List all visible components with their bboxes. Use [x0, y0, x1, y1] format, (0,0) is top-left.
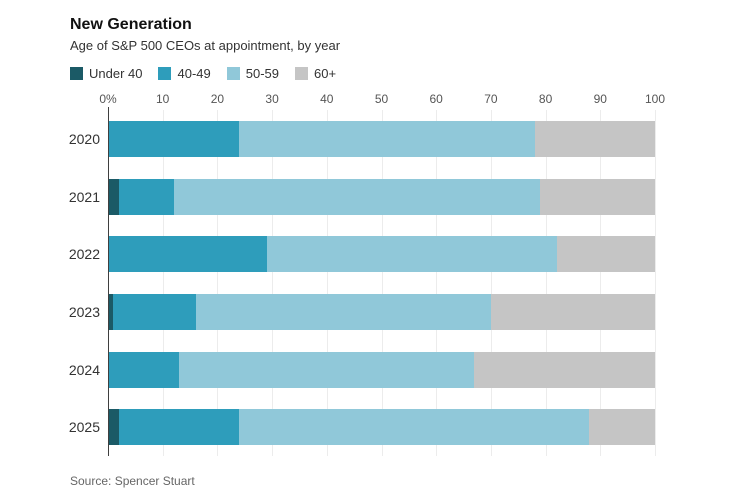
bar-segment-60-	[474, 351, 655, 388]
bar-row: 2022	[69, 225, 655, 283]
x-axis-tick-labels: 0% 10 20 30 40 50 60 70 80 90 100	[99, 92, 665, 108]
bar-segment-60-	[589, 409, 655, 446]
legend-swatch	[294, 67, 308, 80]
bar-segment-50-59	[266, 236, 557, 273]
bar-segment-40-49	[108, 120, 240, 157]
bar-segment-40-49	[113, 293, 196, 330]
bar-segment-40-49	[108, 236, 267, 273]
legend-swatch	[158, 67, 172, 80]
bar-segment-60-	[534, 120, 655, 157]
gridline	[326, 110, 328, 456]
year-label: 2021	[68, 188, 100, 205]
gridline	[655, 110, 656, 456]
year-label: 2024	[68, 361, 100, 378]
year-label: 2023	[68, 303, 100, 320]
x-axis-tick-label: 70	[484, 92, 498, 106]
x-axis-tick-label: 0%	[99, 92, 117, 106]
x-axis-tick-label: 80	[538, 92, 553, 106]
gridline	[162, 110, 164, 456]
bar-segment-40-49	[118, 178, 174, 215]
gridline	[436, 110, 438, 456]
legend-item: 40-49	[158, 66, 211, 81]
chart-title: New Generation	[70, 16, 192, 33]
x-axis-tick-label: 50	[374, 92, 389, 106]
bar-segment-50-59	[195, 293, 491, 330]
x-axis-tick-label: 90	[593, 92, 607, 106]
bar-segment-60-	[490, 293, 655, 330]
bar-row: 2021	[69, 168, 655, 226]
bar-segment-60-	[540, 178, 655, 215]
bar-row: 2023	[69, 283, 655, 341]
gridline	[545, 110, 547, 456]
stacked-bar	[108, 351, 655, 388]
legend-label: 40-49	[177, 66, 211, 81]
stacked-bar	[108, 120, 655, 157]
stacked-bar	[108, 236, 655, 273]
bar-segment-50-59	[173, 178, 541, 215]
bar-segment-60-	[556, 236, 655, 273]
plot-area: 2020 2021 2022 2023 2024 2025	[69, 107, 656, 456]
bar-segment-50-59	[239, 409, 590, 446]
x-axis-tick-label: 60	[429, 92, 443, 106]
x-axis-tick-label: 10	[156, 92, 170, 106]
bar-segment-40-49	[108, 351, 180, 388]
legend-label: Under 40	[89, 66, 143, 81]
gridline	[600, 110, 602, 456]
bar-segment-50-59	[239, 120, 535, 157]
stacked-bar	[108, 293, 655, 330]
bar-row: 2025	[69, 398, 655, 456]
gridline	[381, 110, 383, 456]
bar-rows: 2020 2021 2022 2023 2024 2025	[69, 110, 655, 456]
legend-item: 60+	[294, 66, 337, 81]
x-axis-tick-label: 30	[265, 92, 279, 106]
x-axis-tick-label: 100	[644, 92, 666, 106]
stacked-bar	[108, 178, 655, 215]
bar-segment-40-49	[118, 409, 240, 446]
year-label: 2020	[68, 130, 100, 147]
gridline	[272, 110, 274, 456]
stacked-bar	[108, 409, 655, 446]
year-label: 2025	[68, 419, 100, 436]
legend: Under 40 40-49 50-59 60+	[70, 66, 336, 81]
bar-segment-under-40	[108, 178, 119, 215]
legend-swatch	[226, 67, 240, 80]
legend-item: 50-59	[226, 66, 279, 81]
x-axis-tick-label: 40	[320, 92, 334, 106]
legend-swatch	[70, 67, 83, 80]
bar-segment-under-40	[108, 293, 114, 330]
bar-row: 2020	[69, 110, 655, 168]
legend-label: 60+	[313, 66, 337, 81]
gridline	[490, 110, 492, 456]
year-label: 2022	[68, 246, 100, 263]
legend-item: Under 40	[70, 66, 142, 81]
x-axis-tick-label: 20	[210, 92, 225, 106]
bar-row: 2024	[69, 341, 655, 399]
chart-subtitle: Age of S&P 500 CEOs at appointment, by y…	[70, 38, 341, 53]
source-note: Source: Spencer Stuart	[70, 474, 195, 488]
bar-segment-under-40	[108, 409, 119, 446]
gridline	[217, 110, 219, 456]
bar-segment-50-59	[179, 351, 475, 388]
y-axis-line	[108, 107, 109, 456]
legend-label: 50-59	[245, 66, 279, 81]
